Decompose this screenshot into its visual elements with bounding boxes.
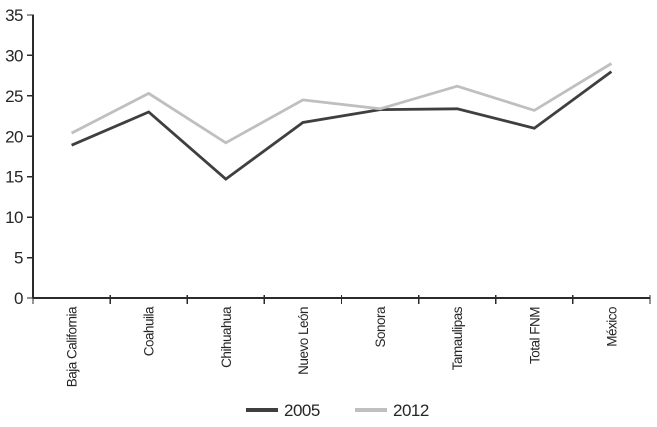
x-category-label: Tamaulipas	[450, 306, 465, 370]
x-category-label: Chihuahua	[219, 306, 234, 368]
series-line-2012	[70, 62, 613, 145]
x-category-label: Baja California	[65, 306, 80, 387]
x-category-label: México	[604, 307, 619, 347]
legend-label-2012: 2012	[393, 401, 429, 420]
legend-label-2005: 2005	[284, 401, 320, 420]
y-tick-label: 5	[14, 249, 23, 268]
x-category-label: Total FNM	[527, 307, 542, 364]
series-line-2005	[71, 70, 613, 181]
x-category-label: Sonora	[373, 306, 388, 348]
y-tick-label: 25	[5, 87, 23, 106]
y-tick-label: 20	[5, 127, 23, 146]
y-tick-label: 15	[5, 168, 23, 187]
y-tick-label: 35	[5, 6, 23, 25]
y-tick-label: 30	[5, 46, 23, 65]
y-tick-label: 0	[14, 289, 23, 308]
y-tick-label: 10	[5, 208, 23, 227]
x-category-label: Nuevo León	[296, 307, 311, 375]
x-category-label: Coahuila	[142, 306, 157, 356]
